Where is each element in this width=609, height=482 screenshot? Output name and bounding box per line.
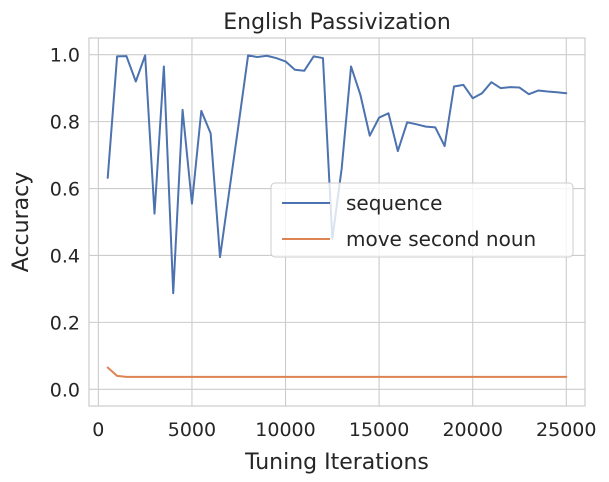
- legend-label-sequence: sequence: [346, 191, 442, 215]
- legend-box: [270, 182, 574, 258]
- x-tick-label: 20000: [442, 419, 502, 441]
- x-tick-label: 0: [92, 419, 104, 441]
- y-tick-label: 0.0: [50, 379, 80, 401]
- x-axis-title: Tuning Iterations: [244, 450, 429, 475]
- series-line-move-second-noun: [106, 366, 568, 378]
- y-tick-label: 0.8: [50, 112, 80, 134]
- x-tick-label: 15000: [349, 419, 409, 441]
- y-tick-label: 0.2: [50, 312, 80, 334]
- x-tick-label: 25000: [536, 419, 596, 441]
- y-axis-title: Accuracy: [9, 172, 34, 272]
- legend-label-move-second-noun: move second noun: [346, 227, 536, 251]
- y-tick-label: 1.0: [50, 45, 80, 67]
- x-tick-label: 5000: [168, 419, 216, 441]
- x-tick-label: 10000: [255, 419, 315, 441]
- plot-frame: [88, 37, 586, 407]
- tick-labels: 0 5000 10000 15000 20000 25000 0.0 0.2 0.4 0.6 0.8…: [50, 45, 597, 441]
- legend: sequence move second noun: [270, 182, 574, 258]
- y-tick-label: 0.6: [50, 179, 80, 201]
- series-line-sequence: [106, 54, 568, 295]
- chart-title: English Passivization: [223, 10, 451, 35]
- y-tick-label: 0.4: [50, 245, 80, 267]
